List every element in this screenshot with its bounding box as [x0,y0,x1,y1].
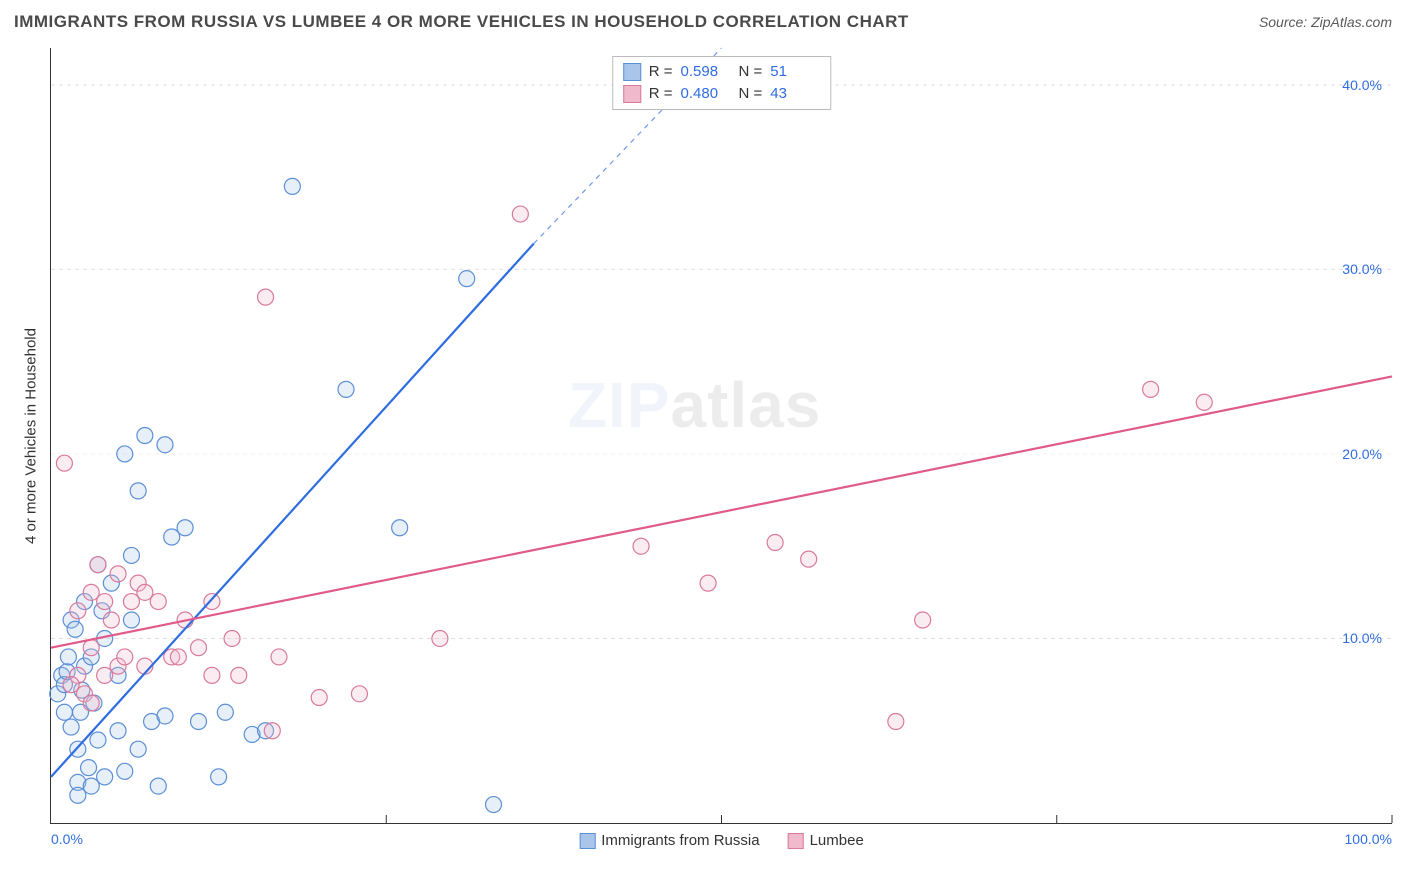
r-label-lumbee: R = [649,83,673,105]
y-tick-label: 20.0% [1342,446,1382,462]
source-name: ZipAtlas.com [1311,14,1392,30]
source-attribution: Source: ZipAtlas.com [1259,14,1392,30]
y-tick-label: 40.0% [1342,77,1382,93]
chart-title: IMMIGRANTS FROM RUSSIA VS LUMBEE 4 OR MO… [14,12,909,32]
legend-swatch-russia [579,833,595,849]
n-value-lumbee: 43 [770,83,820,105]
plot-area: 4 or more Vehicles in Household ZIPatlas… [50,48,1392,824]
source-prefix: Source: [1259,14,1311,30]
stats-row-russia: R = 0.598 N = 51 [623,61,821,83]
title-bar: IMMIGRANTS FROM RUSSIA VS LUMBEE 4 OR MO… [14,12,1392,32]
legend-label-lumbee: Lumbee [810,832,864,849]
x-tick-label: 0.0% [51,831,83,847]
legend-item-lumbee: Lumbee [788,832,864,849]
swatch-russia [623,63,641,81]
n-label-russia: N = [739,61,763,83]
chart-container: IMMIGRANTS FROM RUSSIA VS LUMBEE 4 OR MO… [0,0,1406,892]
x-tick-label: 100.0% [1345,831,1392,847]
legend-label-russia: Immigrants from Russia [601,832,759,849]
r-value-lumbee: 0.480 [681,83,731,105]
stats-legend-box: R = 0.598 N = 51 R = 0.480 N = 43 [612,56,832,110]
x-axis-legend: Immigrants from Russia Lumbee [579,832,864,849]
legend-swatch-lumbee [788,833,804,849]
y-axis-label: 4 or more Vehicles in Household [23,328,40,544]
r-value-russia: 0.598 [681,61,731,83]
chart-svg [51,48,1392,823]
stats-row-lumbee: R = 0.480 N = 43 [623,83,821,105]
r-label-russia: R = [649,61,673,83]
n-label-lumbee: N = [739,83,763,105]
legend-item-russia: Immigrants from Russia [579,832,759,849]
n-value-russia: 51 [770,61,820,83]
y-tick-label: 30.0% [1342,261,1382,277]
plot-wrap: 4 or more Vehicles in Household ZIPatlas… [14,48,1392,880]
swatch-lumbee [623,85,641,103]
y-tick-label: 10.0% [1342,630,1382,646]
